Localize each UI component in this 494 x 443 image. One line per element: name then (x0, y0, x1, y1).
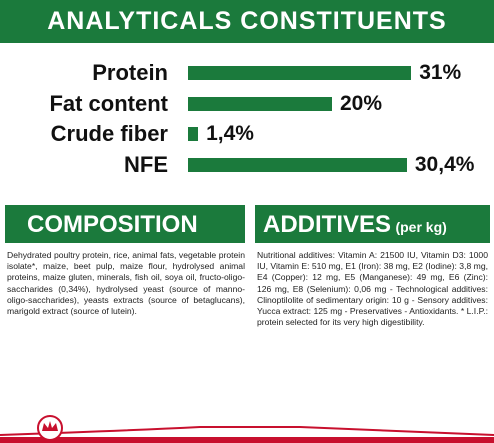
additives-title: ADDITIVES (263, 211, 392, 238)
value-label: 20% (340, 91, 383, 115)
bar (188, 66, 412, 80)
footer (0, 415, 494, 443)
bar (188, 127, 199, 141)
header-title: ANALYTICALS CONSTITUENTS (0, 0, 494, 43)
composition-title: COMPOSITION (5, 205, 245, 243)
footer-strip (0, 437, 494, 443)
additives-text: Nutritional additives: Vitamin A: 21500 … (257, 250, 488, 328)
value-label: 1,4% (206, 122, 254, 145)
row-label: NFE (124, 151, 168, 177)
composition-text: Dehydrated poultry protein, rice, animal… (7, 250, 245, 317)
row-label: Fat content (49, 90, 168, 116)
bar (188, 157, 407, 172)
additives-unit: (per kg) (395, 219, 447, 235)
row-label: Crude fiber (50, 121, 168, 146)
logo-crown (42, 421, 58, 431)
row-label: Protein (92, 60, 168, 85)
value-label: 31% (419, 61, 462, 84)
value-label: 30,4% (414, 152, 475, 176)
bar (188, 96, 332, 111)
footer-line (0, 426, 494, 436)
additives-header: ADDITIVES (per kg) (255, 205, 490, 243)
